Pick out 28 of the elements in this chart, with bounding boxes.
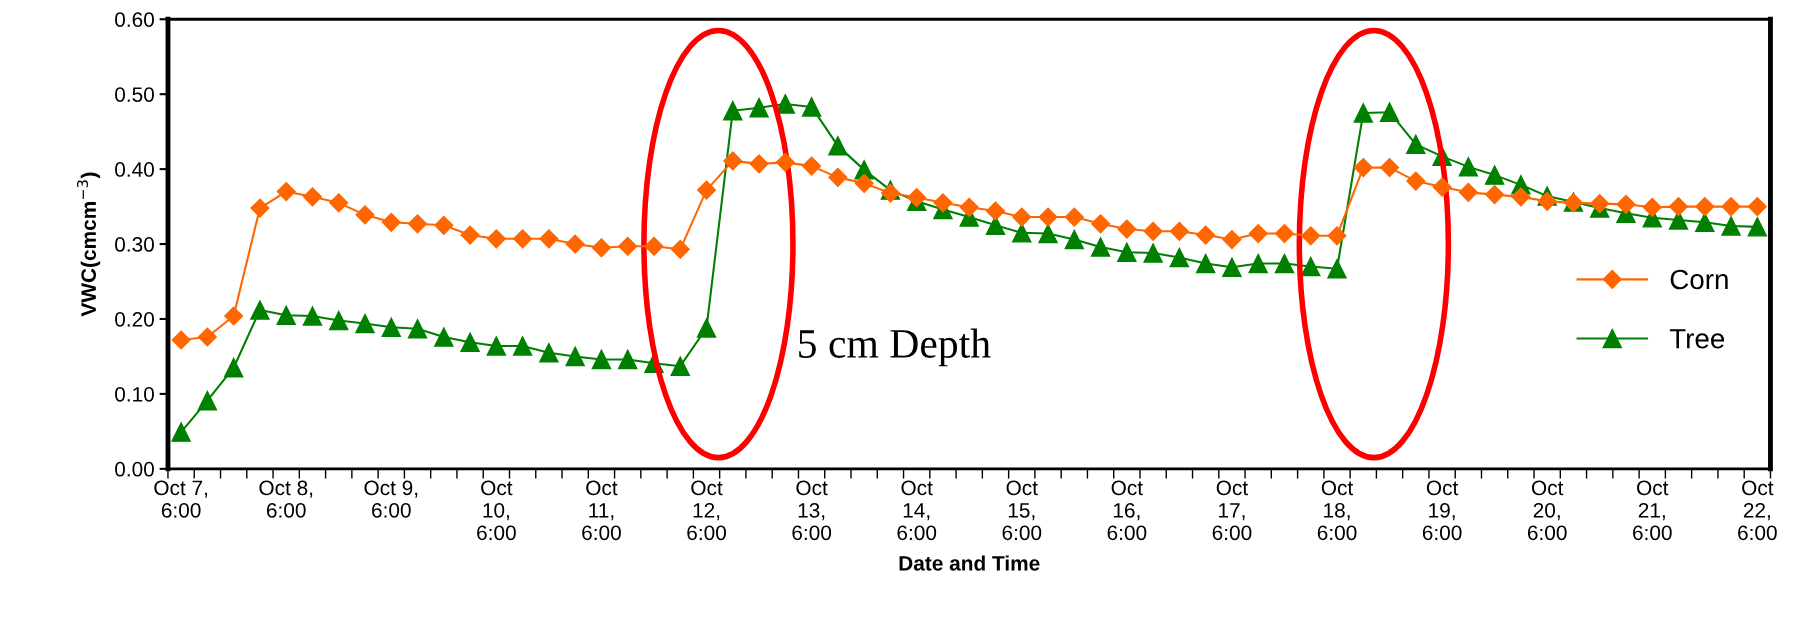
x-tick-label: Oct 7, 6:00 <box>154 480 208 518</box>
y-axis-title: VWC(cmcm$^{−3}$) <box>77 172 101 317</box>
legend-label: Tree <box>1669 329 1725 349</box>
x-tick-label: Oct 9, 6:00 <box>364 480 418 518</box>
y-tick-label: 0.00 <box>115 461 154 477</box>
x-tick-label: Oct 22, 6:00 <box>1738 480 1777 541</box>
x-tick-label: Oct 8, 6:00 <box>259 480 313 518</box>
x-tick-label: Oct 18, 6:00 <box>1317 480 1357 541</box>
y-tick-label: 0.50 <box>115 87 154 102</box>
y-tick-label: 0.30 <box>115 237 154 252</box>
x-tick-label: Oct 11, 6:00 <box>582 480 621 541</box>
y-tick-label: 0.60 <box>115 12 154 27</box>
annotation: 5 cm Depth <box>799 328 991 367</box>
y-tick-label: 0.10 <box>115 386 154 402</box>
x-tick-label: Oct 12, 6:00 <box>687 480 726 541</box>
x-tick-label: Oct 14, 6:00 <box>897 480 937 541</box>
x-tick-label: Oct 19, 6:00 <box>1422 480 1462 541</box>
x-tick-label: Oct 13, 6:00 <box>792 480 832 541</box>
x-tick-label: Oct 20, 6:00 <box>1527 480 1567 541</box>
x-tick-label: Oct 10, 6:00 <box>477 480 516 541</box>
y-tick-label: 0.40 <box>115 162 154 177</box>
y-tick-label: 0.20 <box>115 311 154 327</box>
legend-label: Corn <box>1670 269 1728 290</box>
x-axis-title: Date and Time <box>899 555 1040 571</box>
x-tick-label: Oct 16, 6:00 <box>1107 480 1147 541</box>
x-tick-label: Oct 21, 6:00 <box>1633 480 1672 541</box>
x-tick-label: Oct 17, 6:00 <box>1212 480 1252 541</box>
x-tick-label: Oct 15, 6:00 <box>1002 480 1042 541</box>
